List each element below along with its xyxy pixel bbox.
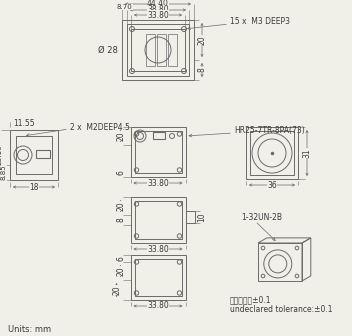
Text: 1-32UN-2B: 1-32UN-2B — [241, 213, 282, 222]
Text: HR25-7TR-8PA(73): HR25-7TR-8PA(73) — [234, 126, 305, 135]
Text: 6: 6 — [116, 171, 125, 175]
Bar — [134, 259, 182, 296]
Bar — [122, 20, 194, 80]
Bar — [36, 150, 50, 158]
Text: 15 x  M3 DEEP3: 15 x M3 DEEP3 — [230, 17, 290, 27]
Bar — [131, 197, 186, 243]
Text: 8: 8 — [116, 218, 125, 222]
Text: 20: 20 — [116, 201, 125, 211]
Bar — [146, 34, 155, 66]
Bar — [250, 131, 294, 175]
Text: 11.55: 11.55 — [13, 119, 34, 127]
Bar — [134, 201, 182, 239]
Text: 33.80: 33.80 — [147, 10, 169, 19]
Text: 6: 6 — [116, 256, 125, 261]
Text: 38.80: 38.80 — [147, 5, 169, 14]
Bar — [127, 24, 189, 76]
Text: 20: 20 — [112, 285, 121, 295]
Text: 31: 31 — [302, 148, 312, 158]
Text: 未标注公差±0.1: 未标注公差±0.1 — [230, 295, 271, 304]
Text: 20: 20 — [197, 35, 207, 45]
Text: 20: 20 — [116, 266, 125, 276]
Text: 44.40: 44.40 — [147, 0, 169, 8]
Bar — [168, 34, 177, 66]
Bar — [258, 243, 302, 281]
Text: 18: 18 — [29, 182, 39, 192]
Text: Units: mm: Units: mm — [8, 326, 51, 335]
Bar — [246, 127, 298, 179]
Bar — [131, 255, 186, 300]
Text: 8.70: 8.70 — [117, 4, 132, 10]
Bar — [157, 34, 166, 66]
Text: 33.80: 33.80 — [147, 245, 169, 253]
Text: 2 x  M2DEEP4.5: 2 x M2DEEP4.5 — [70, 123, 130, 131]
Text: Ø 28: Ø 28 — [98, 45, 118, 54]
Text: 33.80: 33.80 — [147, 178, 169, 187]
Text: undeclared tolerance:±0.1: undeclared tolerance:±0.1 — [230, 304, 333, 313]
Text: 23.10: 23.10 — [0, 144, 2, 165]
Bar — [131, 127, 186, 177]
Text: 36: 36 — [267, 180, 277, 190]
Bar — [131, 29, 185, 71]
Text: 33.80: 33.80 — [147, 301, 169, 310]
Text: 10: 10 — [197, 212, 206, 222]
Text: 20: 20 — [116, 131, 125, 141]
Bar — [153, 132, 165, 139]
Bar — [186, 211, 195, 223]
Bar — [16, 136, 52, 174]
Text: 8: 8 — [197, 68, 207, 72]
Text: 8.85: 8.85 — [1, 165, 7, 180]
Bar — [10, 130, 58, 180]
Bar — [134, 131, 182, 173]
